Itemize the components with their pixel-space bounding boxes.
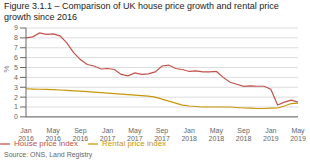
- svg-text:8: 8: [14, 34, 18, 41]
- svg-text:0: 0: [14, 113, 18, 120]
- svg-text:7: 7: [14, 44, 18, 51]
- svg-text:Sep2016: Sep2016: [73, 127, 89, 142]
- html-text:Source: ONS, Land Registry: Source: ONS, Land Registry: [4, 151, 93, 158]
- svg-text:1: 1: [14, 103, 18, 110]
- svg-text:May2017: May2017: [127, 127, 143, 142]
- svg-text:Sep2017: Sep2017: [154, 127, 170, 142]
- svg-text:Jan2019: Jan2019: [263, 127, 279, 142]
- svg-text:4: 4: [14, 74, 18, 81]
- svg-text:May2016: May2016: [45, 127, 61, 142]
- svg-text:3: 3: [14, 84, 18, 91]
- svg-text:9: 9: [14, 24, 18, 31]
- svg-text:6: 6: [14, 54, 18, 61]
- html-text:House price index: House price index: [14, 139, 78, 148]
- svg-text:2: 2: [14, 94, 18, 101]
- html-text:Figure 3.1.1 – Comparison of U: Figure 3.1.1 – Comparison of UK house pr…: [4, 1, 279, 22]
- svg-text:Sep2018: Sep2018: [236, 127, 252, 142]
- svg-text:Jan2016: Jan2016: [18, 127, 34, 142]
- svg-text:%: %: [8, 65, 11, 72]
- html-text:Rental price index: Rental price index: [102, 139, 167, 148]
- svg-text:Jan2018: Jan2018: [181, 127, 197, 142]
- svg-text:5: 5: [14, 64, 18, 71]
- svg-text:Jan2017: Jan2017: [100, 127, 116, 142]
- svg-text:May2018: May2018: [209, 127, 225, 142]
- svg-text:May2019: May2019: [290, 127, 302, 142]
